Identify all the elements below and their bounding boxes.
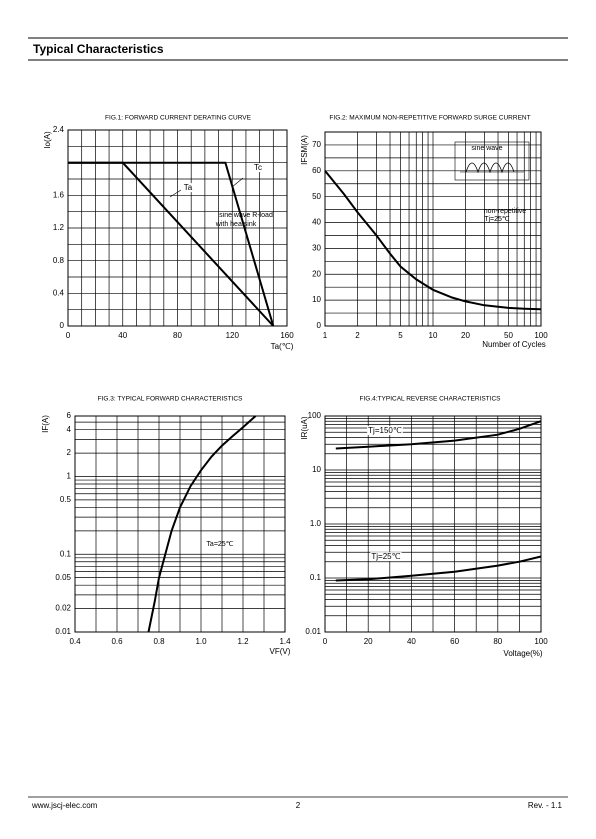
x-tick-label: 80 — [173, 331, 182, 340]
x-tick-label: 40 — [407, 637, 416, 646]
label-bg — [367, 426, 403, 436]
y-tick-label: 10 — [312, 465, 321, 474]
label-bg — [370, 552, 402, 562]
leader — [169, 189, 182, 198]
curve — [68, 161, 275, 327]
chart-title: FIG.2: MAXIMUM NON-REPETITIVE FORWARD SU… — [329, 115, 530, 122]
x-tick-label: 1.4 — [279, 637, 291, 646]
chart-title: FIG.3: TYPICAL FORWARD CHARACTERISTICS — [98, 396, 243, 403]
y-axis-label: IFSM(A) — [300, 135, 309, 165]
x-axis-label: Voltage(%) — [503, 649, 542, 658]
x-tick-label: 20 — [364, 637, 373, 646]
x-axis-label: VF(V) — [270, 647, 291, 656]
y-tick-label: 0.4 — [53, 288, 65, 297]
plot-frame — [324, 131, 542, 327]
annotation: with heatsink — [215, 221, 257, 228]
y-tick-label: 2 — [67, 448, 72, 457]
x-tick-label: 80 — [493, 637, 502, 646]
y-tick-label: 100 — [308, 411, 322, 420]
y-tick-label: 40 — [312, 218, 321, 227]
footer-url: www.jscj-elec.com — [31, 801, 98, 810]
curve — [335, 555, 542, 582]
y-tick-label: 2.4 — [53, 125, 65, 134]
x-tick-label: 60 — [450, 637, 459, 646]
y-tick-label: 0.01 — [305, 627, 321, 636]
page-number: 2 — [296, 801, 301, 810]
x-tick-label: 120 — [226, 331, 240, 340]
y-axis-label: IF(A) — [41, 415, 50, 433]
curve — [147, 415, 257, 633]
y-tick-label: 20 — [312, 269, 321, 278]
annotation: non-repetitive — [484, 208, 527, 215]
x-tick-label: 50 — [504, 331, 513, 340]
section-title: Typical Characteristics — [33, 42, 164, 56]
x-tick-label: 20 — [461, 331, 470, 340]
x-tick-label: 0.6 — [111, 637, 123, 646]
x-tick-label: 5 — [398, 331, 403, 340]
y-tick-label: 6 — [67, 411, 72, 420]
x-axis-label: Ta(℃) — [271, 342, 294, 351]
curve — [324, 170, 542, 311]
label-bg — [182, 183, 194, 193]
chart-title: FIG.1: FORWARD CURRENT DERATING CURVE — [105, 115, 252, 122]
y-tick-label: 1 — [67, 472, 72, 481]
x-tick-label: 40 — [118, 331, 127, 340]
y-tick-label: 30 — [312, 244, 321, 253]
plot-frame — [67, 129, 288, 327]
x-tick-label: 1 — [323, 331, 328, 340]
series-label: Tc — [254, 163, 262, 172]
y-tick-label: 50 — [312, 192, 321, 201]
annotation: sine wave R-load — [219, 212, 273, 219]
x-tick-label: 160 — [280, 331, 294, 340]
x-tick-label: 0.8 — [153, 637, 165, 646]
y-tick-label: 0.1 — [60, 549, 72, 558]
y-tick-label: 0.02 — [55, 604, 71, 613]
plot-frame — [74, 415, 286, 633]
y-tick-label: 1.0 — [310, 519, 322, 528]
y-tick-label: 4 — [67, 425, 72, 434]
x-tick-label: 0 — [66, 331, 71, 340]
x-tick-label: 2 — [355, 331, 360, 340]
inset-box — [454, 141, 530, 181]
annotation: Ta=25℃ — [206, 541, 233, 548]
x-tick-label: 10 — [429, 331, 438, 340]
series-label: Tj=25℃ — [371, 552, 400, 561]
x-tick-label: 1.0 — [195, 637, 207, 646]
y-tick-label: 70 — [312, 140, 321, 149]
chart-title: FIG.4:TYPICAL REVERSE CHARACTERISTICS — [360, 396, 502, 403]
y-tick-label: 0.5 — [60, 495, 72, 504]
annotation: Tj=25℃ — [484, 216, 510, 223]
y-tick-label: 0 — [317, 321, 322, 330]
y-tick-label: 0.01 — [55, 627, 71, 636]
x-axis-label: Number of Cycles — [482, 340, 546, 349]
y-tick-label: 1.6 — [53, 190, 65, 199]
curve — [335, 420, 542, 450]
y-tick-label: 0.05 — [55, 573, 71, 582]
y-tick-label: 1.2 — [53, 223, 65, 232]
y-tick-label: 10 — [312, 295, 321, 304]
y-tick-label: 0.8 — [53, 256, 65, 265]
revision: Rev. - 1.1 — [528, 801, 563, 810]
y-tick-label: 0.1 — [310, 573, 322, 582]
x-tick-label: 0.4 — [69, 637, 81, 646]
y-tick-label: 60 — [312, 166, 321, 175]
y-axis-label: Io(A) — [43, 131, 52, 149]
x-tick-label: 100 — [534, 637, 548, 646]
x-tick-label: 0 — [323, 637, 328, 646]
y-tick-label: 0 — [60, 321, 65, 330]
plot-frame — [324, 415, 542, 633]
annotation: sine wave — [471, 145, 502, 152]
x-tick-label: 100 — [534, 331, 548, 340]
series-label: Ta — [184, 183, 193, 192]
y-axis-label: IR(uA) — [300, 416, 309, 439]
series-label: Tj=150℃ — [368, 426, 402, 435]
x-tick-label: 1.2 — [237, 637, 249, 646]
leader — [231, 177, 244, 188]
label-bg — [253, 163, 263, 173]
